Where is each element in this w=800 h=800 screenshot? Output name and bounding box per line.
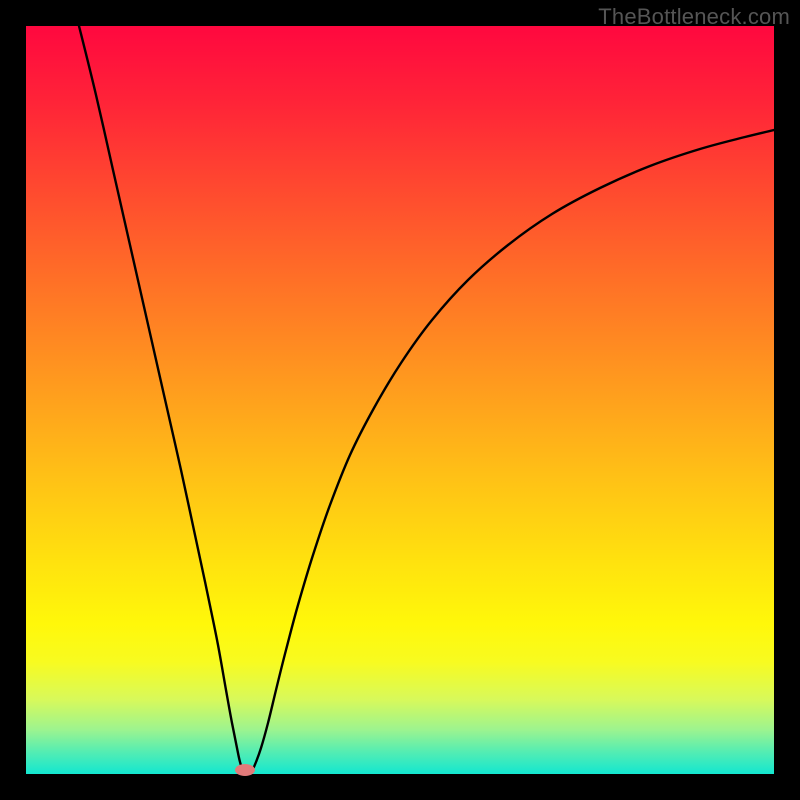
- bottleneck-marker: [235, 764, 255, 776]
- chart-svg: [0, 0, 800, 800]
- watermark-text: TheBottleneck.com: [598, 4, 790, 30]
- plot-background: [26, 26, 774, 774]
- chart-root: TheBottleneck.com: [0, 0, 800, 800]
